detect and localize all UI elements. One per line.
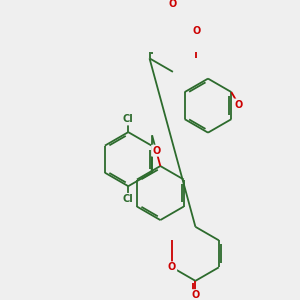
Text: O: O xyxy=(169,0,177,8)
Text: O: O xyxy=(191,290,200,300)
Text: O: O xyxy=(168,262,176,272)
Text: Cl: Cl xyxy=(123,114,134,124)
Text: O: O xyxy=(234,100,243,110)
Text: Cl: Cl xyxy=(123,194,134,204)
Text: O: O xyxy=(152,146,160,156)
Text: O: O xyxy=(192,26,200,36)
